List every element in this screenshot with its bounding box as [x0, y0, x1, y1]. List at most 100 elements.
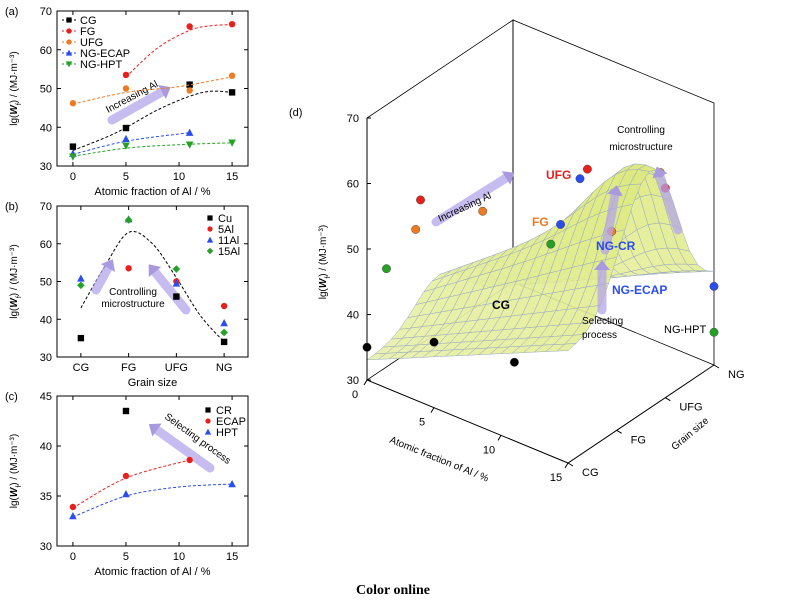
data-point-HPT: [228, 480, 236, 488]
surface-point: [382, 264, 391, 274]
data-point-FG: [122, 71, 130, 79]
data-point-ECAP: [122, 472, 130, 480]
y-tick-label: 70: [40, 201, 52, 213]
x-tick-label: 5: [123, 171, 129, 183]
surface-point: [709, 327, 719, 337]
label-ng-ecap: NG-ECAP: [612, 283, 667, 297]
x-tick-label: 15: [226, 171, 238, 183]
data-point-FG: [228, 20, 236, 28]
legend-label-5Al: 5Al: [218, 224, 234, 236]
x-tick-label: 10: [173, 171, 185, 183]
surface-point: [575, 174, 585, 184]
y-axis-label-var: W: [9, 486, 20, 497]
selecting-arrow-head: [148, 423, 162, 437]
annotation-selecting-1: Selecting: [582, 316, 623, 327]
y-axis-label-suffix: ) / (MJ·m⁻³): [9, 434, 20, 486]
controlling-arrow-right-head: [148, 264, 162, 278]
legend-marker-11Al: [206, 236, 214, 243]
legend-marker-Cu: [207, 215, 213, 221]
y-tick-label: 45: [40, 391, 52, 403]
y-tick-label: NG: [728, 369, 745, 381]
data-point-NG-ECAP: [185, 128, 194, 136]
y-axis-label: lg(Wf) / (MJ·m⁻³): [9, 51, 23, 125]
data-point-NG-HPT: [228, 139, 236, 147]
legend-marker-15Al: [206, 247, 214, 255]
legend-marker-5Al: [207, 226, 213, 232]
data-point-NG-HPT: [185, 141, 194, 149]
x-tick-label: 10: [483, 444, 495, 456]
y-axis-label-sub: f: [16, 103, 23, 105]
surface-cell: [556, 343, 577, 352]
fit-line-NG-HPT: [72, 142, 233, 157]
panel-d: 30 40 50 60 70 lg(Wf) / (MJ·m⁻³) 0 5 10 15 Atomic …: [289, 19, 745, 485]
y-tick-label: 30: [40, 352, 52, 364]
data-point-Cu: [77, 334, 85, 342]
legend-marker-UFG: [66, 39, 72, 45]
increasing-al-arrow-head: [501, 171, 515, 185]
surface-point: [429, 337, 439, 347]
surface-point: [583, 164, 592, 174]
fit-line-ECAP: [72, 459, 190, 509]
z-axis-label: lg(Wf) / (MJ·m⁻³): [318, 225, 332, 299]
y-tick-label: 40: [40, 122, 52, 134]
y-axis-label-var: W: [9, 104, 20, 115]
label-ng-hpt: NG-HPT: [664, 324, 706, 336]
y-tick-label: 30: [40, 541, 52, 553]
legend-label-NG-ECAP: NG-ECAP: [80, 48, 130, 60]
y-tick: [713, 364, 720, 369]
data-point-5Al: [125, 265, 132, 272]
x-tick-label: CG: [73, 362, 90, 374]
label-ufg: UFG: [546, 168, 571, 182]
data-point-11Al: [220, 319, 228, 327]
plot-frame: [56, 395, 249, 547]
controlling-arrow-left: [91, 263, 113, 295]
data-point-ECAP: [69, 503, 77, 511]
z-axis-label-suffix: ) / (MJ·m⁻³): [318, 225, 329, 277]
data-point-15Al: [124, 216, 133, 224]
increasing-al-arrow-head: [158, 85, 171, 99]
legend-marker-CG: [66, 17, 72, 23]
y-axis-label: Grain size: [670, 415, 712, 453]
y-tick-label: 50: [40, 277, 52, 289]
data-point-CG: [122, 124, 130, 132]
y-tick-label: 50: [40, 84, 52, 96]
annotation-controlling-2: microstructure: [609, 142, 673, 153]
annotation-controlling-2: microstructure: [101, 299, 165, 310]
surface-point: [411, 225, 421, 234]
surface-point: [510, 357, 519, 367]
y-tick-label: 60: [40, 45, 52, 57]
legend-label-11Al: 11Al: [218, 235, 239, 247]
legend-label-FG: FG: [80, 26, 95, 38]
legend-label-HPT: HPT: [216, 427, 238, 439]
data-point-UFG: [69, 100, 77, 107]
label-ng-cr: NG-CR: [596, 239, 636, 253]
z-tick-label: 60: [347, 179, 359, 191]
x-axis-label: Atomic fraction of Al / %: [388, 435, 490, 485]
x-tick-label: 10: [173, 551, 185, 563]
surface-point: [478, 206, 488, 216]
z-tick-label: 30: [347, 375, 359, 387]
x-axis-label: Atomic fraction of Al / %: [94, 566, 210, 578]
x-tick: [497, 435, 502, 441]
y-tick-label: 40: [40, 441, 52, 453]
x-axis-label: Grain size: [128, 377, 178, 389]
controlling-arrow-left-head: [100, 259, 116, 272]
z-axis-label-sub: f: [325, 277, 332, 279]
y-axis-label-suffix: ) / (MJ·m⁻³): [9, 244, 20, 296]
legend-marker-NG-ECAP: [65, 49, 73, 56]
y-tick-label: 30: [40, 161, 52, 173]
data-point-CG: [228, 89, 236, 96]
legend-marker-HPT: [204, 428, 212, 435]
selecting-arrow-head: [594, 260, 610, 270]
x-tick-label: 15: [226, 551, 238, 563]
y-axis-label: lg(Wf) / (MJ·m⁻³): [9, 244, 23, 318]
data-point-CG: [69, 143, 77, 150]
annotation-controlling-1: Controlling: [109, 287, 157, 298]
x-tick: [430, 407, 435, 413]
data-point-NG-HPT: [69, 153, 77, 161]
selecting-arrow: [152, 425, 215, 473]
figure-caption: Color online: [355, 583, 431, 598]
y-axis-label: lg(Wf) / (MJ·m⁻³): [9, 434, 23, 508]
y-axis-label-var: W: [9, 297, 20, 308]
y-tick-label: UFG: [679, 402, 702, 414]
